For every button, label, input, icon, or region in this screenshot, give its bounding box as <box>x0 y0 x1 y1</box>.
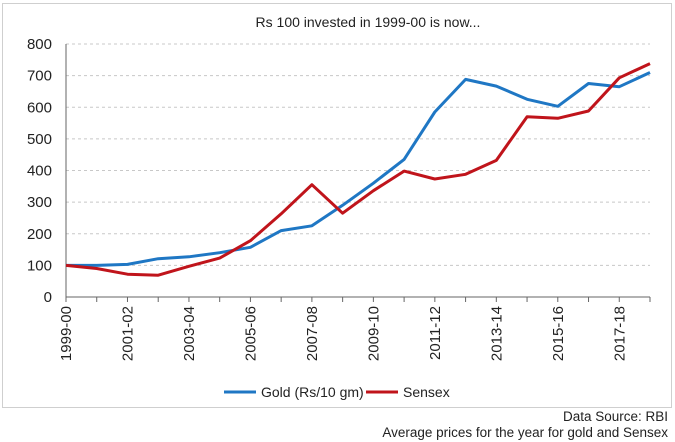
data-point-gold <box>617 85 621 89</box>
data-point-gold <box>187 255 191 259</box>
y-tick-label: 200 <box>27 226 52 243</box>
y-tick-label: 600 <box>27 99 52 116</box>
x-tick-label: 2013-14 <box>488 306 505 361</box>
y-tick-label: 300 <box>27 194 52 211</box>
x-tick-label: 1999-00 <box>58 306 75 361</box>
y-tick-label: 0 <box>44 289 52 306</box>
data-point-gold <box>218 251 222 255</box>
data-point-sensex <box>187 264 191 268</box>
data-point-gold <box>525 97 529 101</box>
data-point-sensex <box>587 109 591 113</box>
y-tick-label: 800 <box>27 36 52 53</box>
data-point-gold <box>464 77 468 81</box>
line-chart: Rs 100 invested in 1999-00 is now... 0 100… <box>27 14 652 400</box>
y-tick-label: 500 <box>27 131 52 148</box>
chart-title: Rs 100 invested in 1999-00 is now... <box>256 14 481 30</box>
chart-frame <box>2 3 672 408</box>
data-point-sensex <box>371 189 375 193</box>
x-tick-label: 2011-12 <box>427 306 444 360</box>
data-point-gold <box>156 257 160 261</box>
data-point-sensex <box>556 116 560 120</box>
data-point-sensex <box>402 169 406 173</box>
series-line-sensex <box>65 62 651 277</box>
data-point-sensex <box>125 272 129 276</box>
source-note: Data Source: RBI Average prices for the … <box>382 409 668 441</box>
data-point-sensex <box>617 76 621 80</box>
data-point-gold <box>371 181 375 185</box>
data-point-sensex <box>525 115 529 119</box>
data-point-sensex <box>648 62 652 66</box>
data-point-sensex <box>494 158 498 162</box>
x-tick-label: 2001-02 <box>119 306 136 361</box>
data-point-sensex <box>310 183 314 187</box>
y-tick-label: 400 <box>27 163 52 180</box>
x-tick-label: 2003-04 <box>181 306 198 361</box>
data-point-gold <box>310 224 314 228</box>
x-tick-label: 2017-18 <box>611 306 628 361</box>
data-point-sensex <box>433 177 437 181</box>
x-tick-label: 2007-08 <box>304 306 321 361</box>
data-point-sensex <box>64 263 68 267</box>
data-point-gold <box>279 229 283 233</box>
data-point-gold <box>587 82 591 86</box>
series-line-gold <box>66 71 651 267</box>
data-point-gold <box>648 70 652 74</box>
source-description: Average prices for the year for gold and… <box>382 425 668 440</box>
data-point-sensex <box>248 239 252 243</box>
data-point-sensex <box>341 211 345 215</box>
data-point-gold <box>341 203 345 207</box>
data-point-gold <box>494 84 498 88</box>
legend-label-sensex: Sensex <box>403 384 450 400</box>
data-point-gold <box>556 104 560 108</box>
legend-label-gold: Gold (Rs/10 gm) <box>261 384 364 400</box>
data-point-gold <box>402 157 406 161</box>
data-point-gold <box>433 110 437 114</box>
y-tick-label: 700 <box>27 68 52 85</box>
data-point-sensex <box>464 172 468 176</box>
source-line: Data Source: RBI <box>562 409 668 424</box>
x-tick-label: 2005-06 <box>242 306 259 361</box>
data-point-gold <box>248 245 252 249</box>
x-tick-label: 2009-10 <box>365 306 382 361</box>
y-tick-label: 100 <box>27 257 52 274</box>
x-tick-label: 2015-16 <box>550 306 567 361</box>
data-point-sensex <box>279 212 283 216</box>
data-point-sensex <box>156 273 160 277</box>
data-point-gold <box>125 262 129 266</box>
data-point-sensex <box>218 256 222 260</box>
data-point-sensex <box>95 267 99 271</box>
